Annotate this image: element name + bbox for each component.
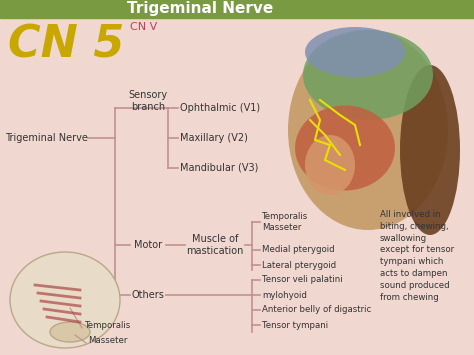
Text: mylohyoid: mylohyoid (262, 290, 307, 300)
Text: CN V: CN V (130, 22, 157, 32)
Text: Lateral pterygoid: Lateral pterygoid (262, 261, 336, 269)
Text: Maxillary (V2): Maxillary (V2) (180, 133, 248, 143)
Ellipse shape (10, 252, 120, 348)
Ellipse shape (305, 27, 405, 77)
Text: Tensor tympani: Tensor tympani (262, 321, 328, 329)
Bar (0, 0, 474, 18)
Text: Masseter: Masseter (88, 336, 128, 345)
Text: Mandibular (V3): Mandibular (V3) (180, 163, 258, 173)
Text: Medial pterygoid: Medial pterygoid (262, 246, 335, 255)
Text: Anterior belly of digastric: Anterior belly of digastric (262, 306, 371, 315)
Text: Muscle of
mastication: Muscle of mastication (186, 234, 244, 256)
Text: Trigeminal Nerve: Trigeminal Nerve (127, 1, 273, 16)
Text: Sensory
branch: Sensory branch (128, 90, 168, 112)
Text: All involved in
biting, chewing,
swallowing
except for tensor
tympani which
acts: All involved in biting, chewing, swallow… (380, 210, 454, 302)
Text: Temporalis
Masseter: Temporalis Masseter (262, 212, 308, 232)
Text: Others: Others (132, 290, 164, 300)
Ellipse shape (295, 105, 395, 191)
Ellipse shape (50, 322, 90, 342)
Text: Ophthalmic (V1): Ophthalmic (V1) (180, 103, 260, 113)
Ellipse shape (400, 65, 460, 235)
Text: CN 5: CN 5 (8, 23, 124, 66)
Text: Motor: Motor (134, 240, 162, 250)
Text: Temporalis: Temporalis (85, 321, 131, 330)
Ellipse shape (303, 30, 433, 120)
Ellipse shape (305, 135, 355, 195)
Text: Trigeminal Nerve: Trigeminal Nerve (5, 133, 88, 143)
Ellipse shape (288, 30, 448, 230)
Text: Tensor veli palatini: Tensor veli palatini (262, 275, 343, 284)
